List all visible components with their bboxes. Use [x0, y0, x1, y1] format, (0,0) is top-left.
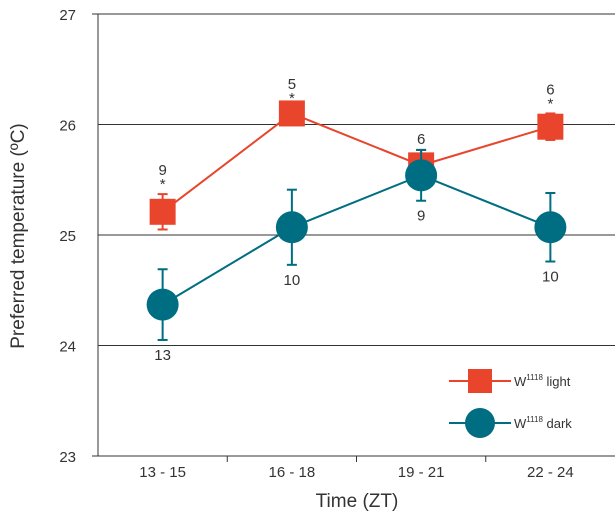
y-tick-label: 25: [59, 228, 76, 245]
n-label: 10: [542, 269, 559, 286]
y-tick-label: 23: [59, 449, 76, 466]
series-line-1: [162, 174, 551, 306]
y-axis-title: Preferred temperature (ºC): [8, 123, 29, 349]
x-tick-label: 13 - 15: [139, 464, 186, 481]
data-point-square: [149, 198, 176, 225]
n-label: 10: [284, 272, 301, 289]
n-label: 6: [417, 131, 425, 148]
n-label: 13: [154, 347, 171, 364]
data-point-circle: [534, 211, 567, 244]
y-tick-label: 24: [59, 339, 76, 356]
legend-label-1: W1118 dark: [514, 415, 572, 431]
y-tick-label: 26: [59, 118, 76, 135]
x-tick-label: 22 - 24: [527, 464, 574, 481]
data-point-square: [278, 100, 305, 127]
y-tick-label: 27: [59, 7, 76, 24]
n-label: 5: [288, 76, 296, 93]
significance-star: *: [547, 95, 553, 112]
data-point-square: [537, 113, 564, 140]
significance-star: *: [160, 176, 166, 193]
legend-label-0: W1118 light: [514, 373, 571, 389]
data-point-circle: [146, 288, 179, 321]
n-label: 6: [546, 81, 554, 98]
n-label: 9: [158, 162, 166, 179]
legend-marker-circle: [465, 408, 495, 438]
x-tick-label: 19 - 21: [398, 464, 445, 481]
data-point-circle: [405, 159, 438, 192]
x-tick-label: 16 - 18: [269, 464, 316, 481]
x-axis-title: Time (ZT): [316, 491, 399, 512]
n-label: 9: [417, 208, 425, 225]
significance-star: *: [289, 90, 295, 107]
legend-marker-square: [468, 369, 492, 393]
data-point-circle: [275, 211, 308, 244]
series-line-0: [162, 112, 551, 213]
